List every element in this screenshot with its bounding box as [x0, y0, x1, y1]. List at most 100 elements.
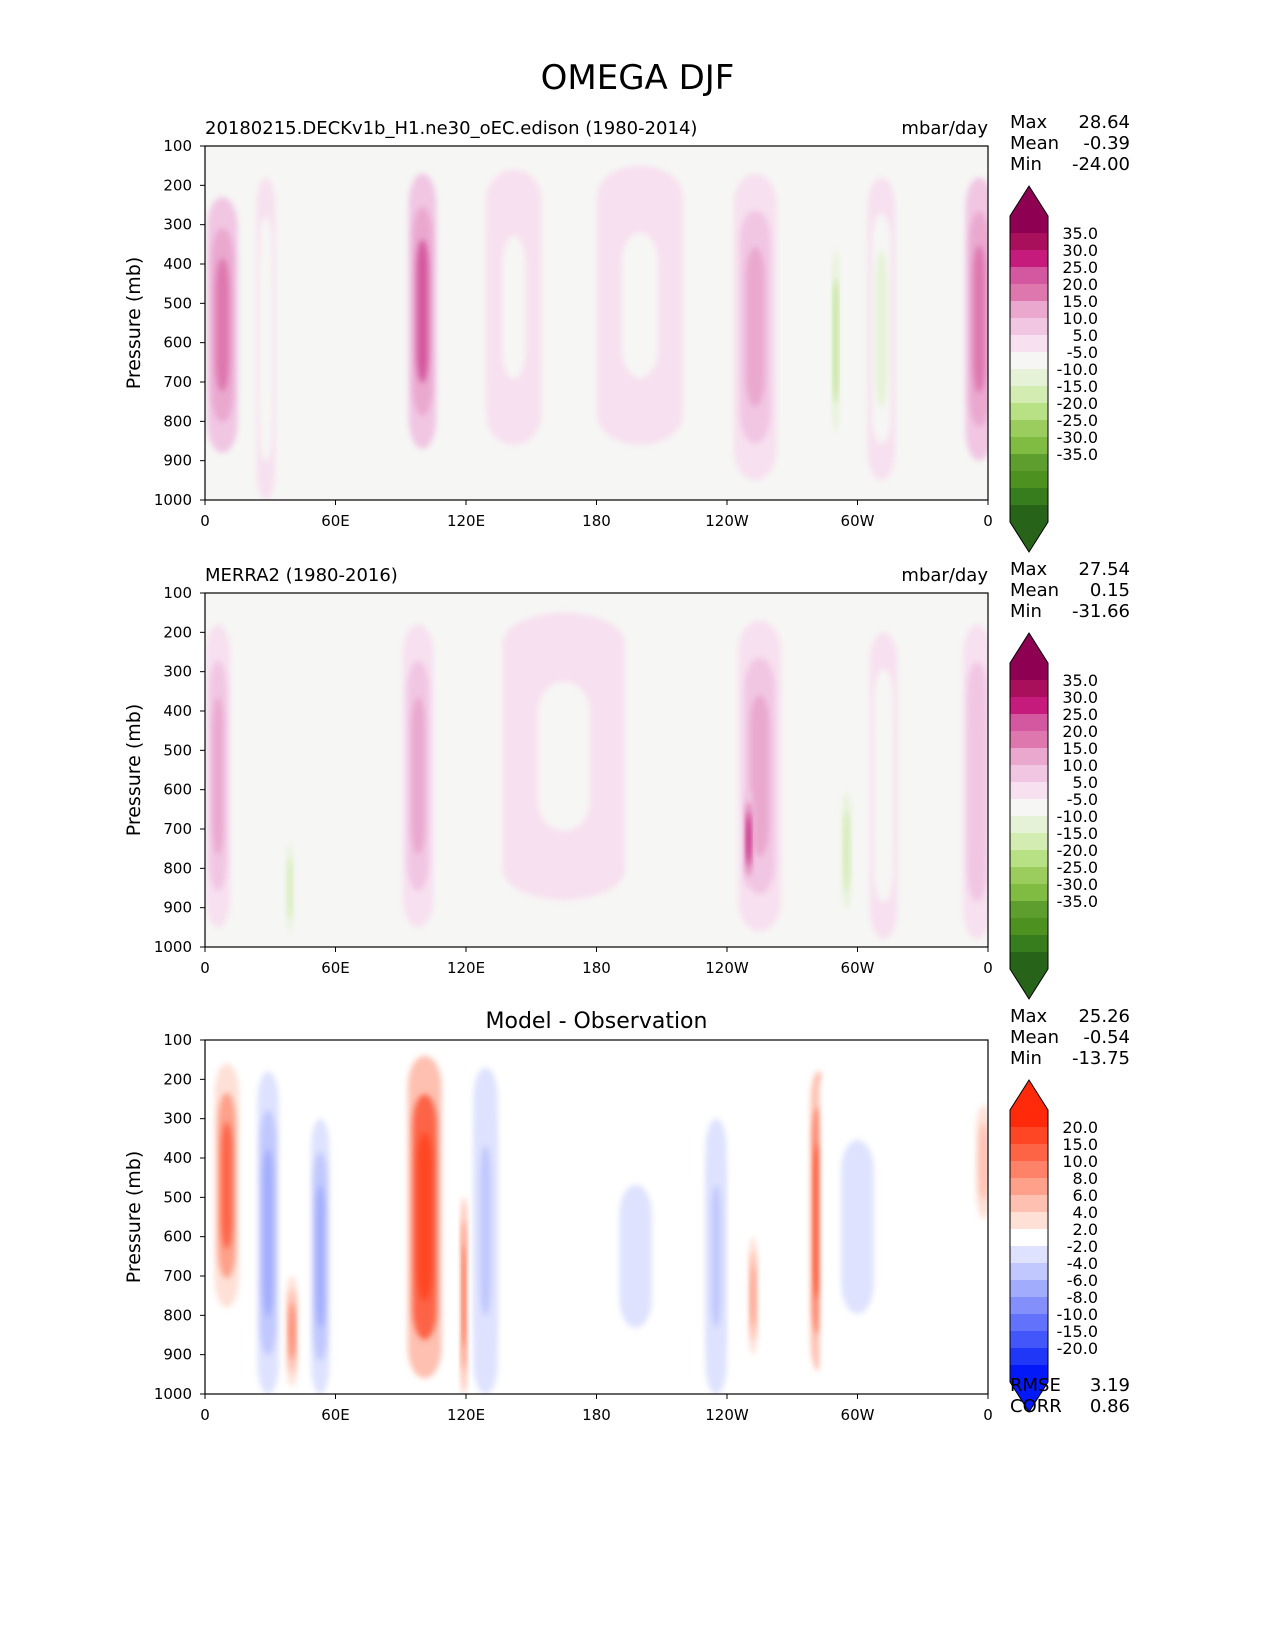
x-tick-label: 0	[983, 512, 993, 530]
contour-feature	[411, 697, 425, 855]
panel-3: 100 200 300 400 500 600 700 800 900 1000 0 60E 120E 1…	[123, 1006, 1130, 1424]
contour-feature	[621, 232, 659, 378]
y-tick-label: 800	[163, 859, 192, 877]
contour-feature	[462, 1244, 466, 1347]
stat-label: Min	[1010, 601, 1042, 622]
colorbar-label: -30.0	[1057, 428, 1098, 447]
colorbar-outline	[1009, 1079, 1049, 1413]
colorbar-segment	[1010, 437, 1048, 455]
stat-label: Max	[1010, 559, 1048, 580]
y-tick-label: 300	[163, 216, 192, 234]
colorbar-segment	[1010, 1212, 1048, 1230]
colorbar-segment	[1010, 901, 1048, 919]
y-axis-label: Pressure (mb)	[123, 257, 145, 390]
colorbar-label: 6.0	[1073, 1186, 1098, 1205]
contour-feature	[619, 1184, 652, 1328]
contour-feature	[971, 699, 983, 864]
y-tick-label: 300	[163, 1110, 192, 1128]
contour-feature	[711, 1184, 721, 1328]
colorbar-segment	[1010, 250, 1048, 268]
colorbar-segment	[1010, 1331, 1048, 1349]
contour-feature	[877, 705, 890, 866]
colorbar-label: -10.0	[1057, 360, 1098, 379]
colorbar-label: -5.0	[1067, 343, 1098, 362]
colorbar-segment	[1010, 1110, 1048, 1128]
x-tick-label: 60E	[321, 1406, 350, 1424]
y-axis-label: Pressure (mb)	[123, 704, 145, 837]
colorbar-label: -30.0	[1057, 875, 1098, 894]
colorbar-segment	[1010, 952, 1048, 970]
colorbar-segment	[1010, 216, 1048, 234]
colorbar-segment	[1010, 867, 1048, 885]
colorbar-label: 10.0	[1062, 309, 1098, 328]
colorbar-segment	[1010, 833, 1048, 851]
colorbar-label: -20.0	[1057, 1339, 1098, 1358]
stat-label: Mean	[1010, 1027, 1059, 1048]
x-tick-label: 120E	[447, 959, 485, 977]
colorbar-label: -35.0	[1057, 445, 1098, 464]
colorbar-segment	[1010, 816, 1048, 834]
contour-feature	[417, 1133, 432, 1301]
colorbar-segment	[1010, 471, 1048, 489]
x-tick-label: 180	[582, 512, 611, 530]
x-tick-label: 60W	[841, 512, 875, 530]
contour-feature	[287, 857, 292, 919]
stat-value: 28.64	[1078, 112, 1130, 133]
colorbar-segment	[1010, 697, 1048, 715]
rmse-value: 3.19	[1090, 1375, 1130, 1396]
stat-label: Max	[1010, 112, 1048, 133]
y-tick-label: 400	[163, 702, 192, 720]
colorbar-segment	[1010, 799, 1048, 817]
colorbar-bottom-extend	[1010, 969, 1048, 999]
contour-feature	[416, 239, 429, 383]
colorbar-label: -25.0	[1057, 411, 1098, 430]
colorbar-segment	[1010, 714, 1048, 732]
colorbar-label: -6.0	[1067, 1271, 1098, 1290]
stat-value: -0.39	[1083, 133, 1130, 154]
colorbar-label: 5.0	[1073, 326, 1098, 345]
colorbar-label: 30.0	[1062, 688, 1098, 707]
contour-feature	[502, 235, 526, 379]
x-tick-label: 0	[200, 1406, 210, 1424]
stat-value: 25.26	[1078, 1006, 1130, 1027]
x-tick-label: 0	[200, 959, 210, 977]
colorbar-segment	[1010, 1229, 1048, 1247]
y-tick-label: 400	[163, 255, 192, 273]
colorbar-segment	[1010, 488, 1048, 506]
x-tick-label: 120W	[705, 959, 749, 977]
contour-feature	[833, 278, 838, 404]
x-tick-label: 120E	[447, 1406, 485, 1424]
colorbar-segment	[1010, 1297, 1048, 1315]
y-tick-label: 600	[163, 1228, 192, 1246]
contour-feature	[215, 258, 229, 392]
colorbar-segment	[1010, 1246, 1048, 1264]
y-tick-label: 100	[163, 584, 192, 602]
colorbar-label: 25.0	[1062, 705, 1098, 724]
contour-feature	[263, 1148, 273, 1317]
y-axis-label: Pressure (mb)	[123, 1151, 145, 1284]
colorbar: 20.015.010.08.06.04.02.0-2.0-4.0-6.0-8.0…	[1009, 1079, 1098, 1413]
colorbar-segment	[1010, 386, 1048, 404]
colorbar-label: 5.0	[1073, 773, 1098, 792]
colorbar-segment	[1010, 680, 1048, 698]
colorbar-segment	[1010, 454, 1048, 472]
colorbar-segment	[1010, 1178, 1048, 1196]
contour-feature	[261, 254, 270, 423]
x-tick-label: 0	[983, 1406, 993, 1424]
colorbar-segment	[1010, 935, 1048, 953]
figure-title: OMEGA DJF	[540, 58, 735, 98]
colorbar: 35.030.025.020.015.010.05.0-5.0-10.0-15.…	[1009, 632, 1098, 1000]
colorbar-label: -5.0	[1067, 790, 1098, 809]
x-tick-label: 180	[582, 959, 611, 977]
colorbar-segment	[1010, 1314, 1048, 1332]
colorbar-top-extend	[1010, 1080, 1048, 1110]
colorbar-segment	[1010, 233, 1048, 251]
colorbar-segment	[1010, 765, 1048, 783]
contour-feature	[751, 1264, 756, 1327]
stat-value: -0.54	[1083, 1027, 1130, 1048]
contour-feature	[979, 1123, 988, 1201]
stat-label: Max	[1010, 1006, 1048, 1027]
stat-label: Mean	[1010, 133, 1059, 154]
stat-value: -24.00	[1072, 154, 1130, 175]
stat-value: -31.66	[1072, 601, 1130, 622]
